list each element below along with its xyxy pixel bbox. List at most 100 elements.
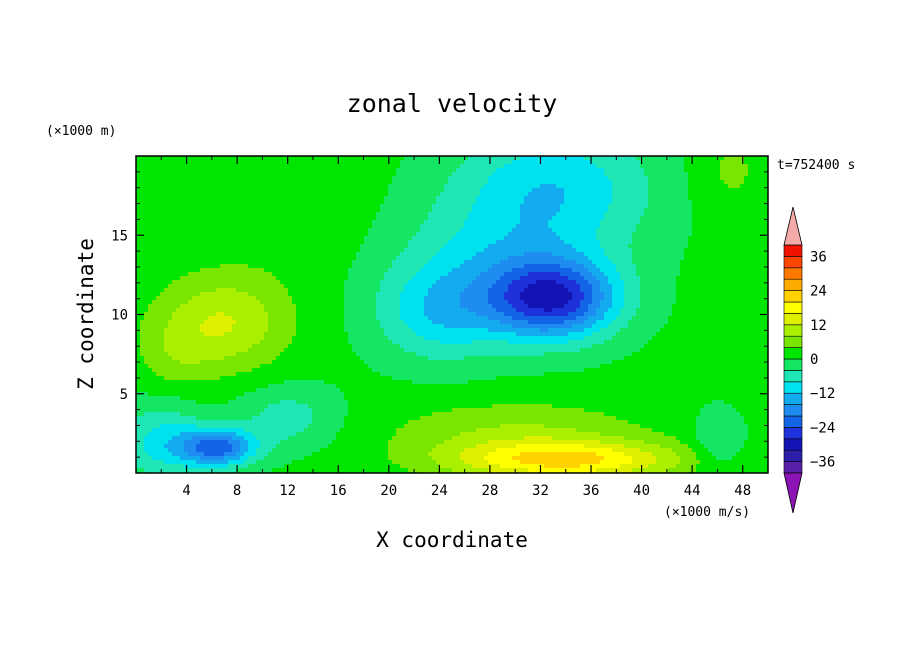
field-cell	[148, 180, 153, 185]
field-cell	[760, 188, 765, 193]
field-cell	[300, 160, 305, 165]
field-cell	[216, 204, 221, 209]
field-cell	[740, 164, 745, 169]
field-cell	[136, 264, 141, 269]
field-cell	[492, 164, 497, 169]
field-cell	[260, 164, 265, 169]
field-cell	[584, 184, 589, 189]
field-cell	[544, 248, 549, 253]
field-cell	[204, 220, 209, 225]
field-cell	[328, 224, 333, 229]
field-cell	[184, 184, 189, 189]
field-cell	[532, 212, 537, 217]
field-cell	[496, 280, 501, 285]
field-cell	[180, 260, 185, 265]
field-cell	[756, 232, 761, 237]
field-cell	[212, 280, 217, 285]
field-cell	[452, 200, 457, 205]
field-cell	[388, 232, 393, 237]
field-cell	[568, 244, 573, 249]
field-cell	[500, 168, 505, 173]
field-cell	[672, 268, 677, 273]
field-cell	[488, 180, 493, 185]
field-cell	[432, 196, 437, 201]
field-cell	[196, 256, 201, 261]
field-cell	[280, 156, 285, 161]
field-cell	[392, 184, 397, 189]
field-cell	[460, 184, 465, 189]
field-cell	[592, 268, 597, 273]
field-cell	[572, 260, 577, 265]
field-cell	[724, 172, 729, 177]
field-cell	[284, 216, 289, 221]
field-cell	[540, 180, 545, 185]
field-cell	[308, 216, 313, 221]
field-cell	[584, 188, 589, 193]
field-cell	[572, 244, 577, 249]
field-cell	[740, 264, 745, 269]
field-cell	[736, 248, 741, 253]
field-cell	[380, 180, 385, 185]
field-cell	[292, 176, 297, 181]
field-cell	[668, 164, 673, 169]
field-cell	[668, 260, 673, 265]
field-cell	[460, 196, 465, 201]
field-cell	[708, 196, 713, 201]
field-cell	[276, 220, 281, 225]
field-cell	[636, 192, 641, 197]
field-cell	[708, 188, 713, 193]
field-cell	[456, 248, 461, 253]
field-cell	[568, 264, 573, 269]
field-cell	[352, 268, 357, 273]
field-cell	[616, 192, 621, 197]
field-cell	[272, 204, 277, 209]
field-cell	[196, 176, 201, 181]
field-cell	[616, 160, 621, 165]
field-cell	[168, 244, 173, 249]
field-cell	[520, 236, 525, 241]
field-cell	[432, 228, 437, 233]
field-cell	[492, 280, 497, 285]
field-cell	[280, 172, 285, 177]
field-cell	[424, 156, 429, 161]
field-cell	[572, 204, 577, 209]
field-cell	[548, 204, 553, 209]
field-cell	[352, 192, 357, 197]
field-cell	[296, 200, 301, 205]
field-cell	[356, 180, 361, 185]
field-cell	[724, 160, 729, 165]
field-cell	[220, 272, 225, 277]
field-cell	[600, 260, 605, 265]
field-cell	[188, 248, 193, 253]
field-cell	[608, 208, 613, 213]
field-cell	[468, 240, 473, 245]
field-cell	[320, 212, 325, 217]
field-cell	[672, 156, 677, 161]
field-cell	[304, 248, 309, 253]
field-cell	[512, 244, 517, 249]
field-cell	[584, 236, 589, 241]
field-cell	[640, 160, 645, 165]
field-cell	[712, 256, 717, 261]
field-cell	[536, 200, 541, 205]
field-cell	[668, 256, 673, 261]
field-cell	[432, 240, 437, 245]
field-cell	[716, 200, 721, 205]
field-cell	[416, 168, 421, 173]
field-cell	[460, 256, 465, 261]
field-cell	[240, 272, 245, 277]
field-cell	[264, 268, 269, 273]
field-cell	[656, 208, 661, 213]
field-cell	[624, 188, 629, 193]
field-cell	[532, 228, 537, 233]
field-cell	[664, 276, 669, 281]
field-cell	[764, 252, 768, 257]
field-cell	[752, 240, 757, 245]
field-cell	[708, 236, 713, 241]
field-cell	[556, 244, 561, 249]
field-cell	[604, 200, 609, 205]
field-cell	[448, 168, 453, 173]
field-cell	[752, 256, 757, 261]
field-cell	[528, 260, 533, 265]
field-cell	[144, 244, 149, 249]
